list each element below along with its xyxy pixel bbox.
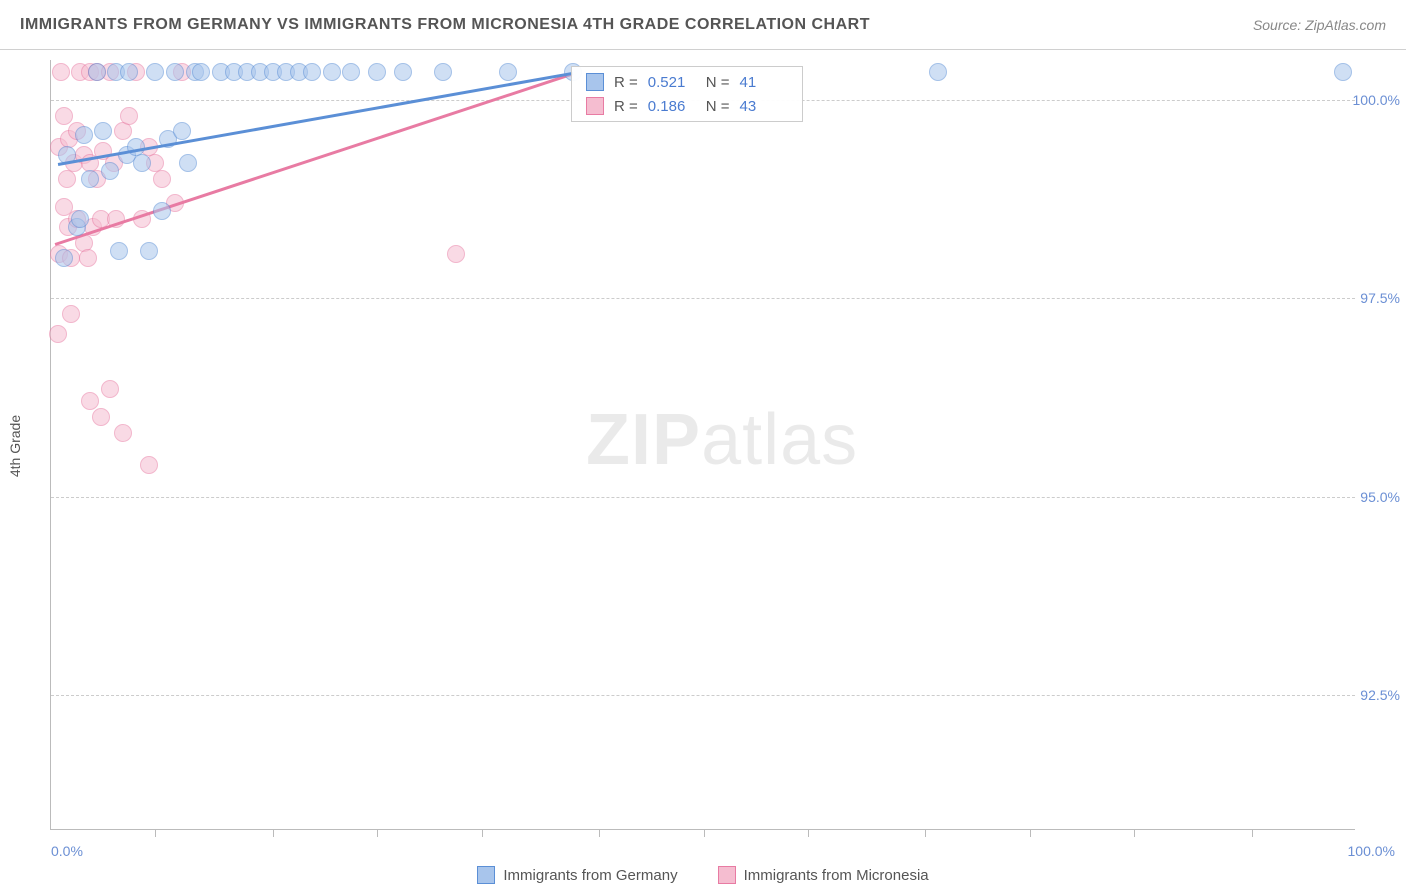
scatter-point-germany bbox=[120, 63, 138, 81]
x-axis-min-label: 0.0% bbox=[51, 843, 83, 859]
stats-row-micronesia: R = 0.186 N = 43 bbox=[586, 97, 788, 115]
scatter-point-micronesia bbox=[114, 424, 132, 442]
x-tick bbox=[808, 829, 809, 837]
swatch-micronesia bbox=[586, 97, 604, 115]
stats-r-label: R = bbox=[614, 98, 638, 115]
watermark-zip: ZIP bbox=[586, 400, 701, 480]
scatter-point-germany bbox=[1334, 63, 1352, 81]
swatch-germany bbox=[477, 866, 495, 884]
scatter-point-micronesia bbox=[120, 107, 138, 125]
scatter-point-micronesia bbox=[49, 325, 67, 343]
scatter-point-germany bbox=[303, 63, 321, 81]
y-tick-label: 95.0% bbox=[1360, 489, 1400, 505]
scatter-point-micronesia bbox=[81, 392, 99, 410]
x-axis-max-label: 100.0% bbox=[1348, 843, 1395, 859]
legend-label-micronesia: Immigrants from Micronesia bbox=[744, 867, 929, 884]
scatter-point-micronesia bbox=[52, 63, 70, 81]
stats-r-value-micronesia: 0.186 bbox=[648, 98, 696, 115]
watermark-atlas: atlas bbox=[701, 400, 858, 480]
legend: Immigrants from Germany Immigrants from … bbox=[0, 866, 1406, 884]
scatter-point-micronesia bbox=[101, 380, 119, 398]
stats-n-value-germany: 41 bbox=[740, 74, 788, 91]
scatter-point-micronesia bbox=[55, 107, 73, 125]
chart-source: Source: ZipAtlas.com bbox=[1253, 17, 1386, 33]
scatter-point-micronesia bbox=[140, 456, 158, 474]
y-tick-label: 100.0% bbox=[1353, 92, 1400, 108]
scatter-point-germany bbox=[110, 242, 128, 260]
x-tick bbox=[599, 829, 600, 837]
swatch-germany bbox=[586, 73, 604, 91]
scatter-point-germany bbox=[394, 63, 412, 81]
scatter-point-germany bbox=[323, 63, 341, 81]
scatter-point-germany bbox=[368, 63, 386, 81]
chart-header: IMMIGRANTS FROM GERMANY VS IMMIGRANTS FR… bbox=[0, 0, 1406, 50]
x-tick bbox=[704, 829, 705, 837]
stats-r-label: R = bbox=[614, 74, 638, 91]
gridline-h bbox=[51, 695, 1355, 696]
scatter-point-germany bbox=[179, 154, 197, 172]
gridline-h bbox=[51, 497, 1355, 498]
scatter-point-germany bbox=[166, 63, 184, 81]
stats-n-label: N = bbox=[706, 98, 730, 115]
swatch-micronesia bbox=[718, 866, 736, 884]
x-tick bbox=[155, 829, 156, 837]
legend-label-germany: Immigrants from Germany bbox=[503, 867, 677, 884]
scatter-point-germany bbox=[499, 63, 517, 81]
x-tick bbox=[482, 829, 483, 837]
x-tick bbox=[377, 829, 378, 837]
scatter-point-germany bbox=[94, 122, 112, 140]
x-tick bbox=[925, 829, 926, 837]
scatter-point-micronesia bbox=[62, 305, 80, 323]
scatter-point-micronesia bbox=[92, 408, 110, 426]
gridline-h bbox=[51, 298, 1355, 299]
y-tick-label: 92.5% bbox=[1360, 687, 1400, 703]
x-tick bbox=[1252, 829, 1253, 837]
legend-item-micronesia: Immigrants from Micronesia bbox=[718, 866, 929, 884]
scatter-point-germany bbox=[71, 210, 89, 228]
y-tick-label: 97.5% bbox=[1360, 290, 1400, 306]
scatter-point-germany bbox=[173, 122, 191, 140]
scatter-point-germany bbox=[133, 154, 151, 172]
y-axis-title: 4th Grade bbox=[7, 415, 23, 477]
x-tick bbox=[273, 829, 274, 837]
scatter-point-germany bbox=[75, 126, 93, 144]
watermark: ZIPatlas bbox=[586, 399, 858, 481]
scatter-point-micronesia bbox=[447, 245, 465, 263]
scatter-point-germany bbox=[88, 63, 106, 81]
stats-r-value-germany: 0.521 bbox=[648, 74, 696, 91]
stats-n-label: N = bbox=[706, 74, 730, 91]
stats-n-value-micronesia: 43 bbox=[740, 98, 788, 115]
scatter-point-germany bbox=[929, 63, 947, 81]
legend-item-germany: Immigrants from Germany bbox=[477, 866, 677, 884]
x-tick bbox=[1030, 829, 1031, 837]
x-tick bbox=[1134, 829, 1135, 837]
plot-area: ZIPatlas 0.0% 100.0% 92.5%95.0%97.5%100.… bbox=[50, 60, 1355, 830]
scatter-point-germany bbox=[55, 249, 73, 267]
scatter-point-germany bbox=[81, 170, 99, 188]
scatter-point-germany bbox=[342, 63, 360, 81]
scatter-point-germany bbox=[434, 63, 452, 81]
scatter-point-germany bbox=[146, 63, 164, 81]
scatter-point-micronesia bbox=[153, 170, 171, 188]
chart-title: IMMIGRANTS FROM GERMANY VS IMMIGRANTS FR… bbox=[20, 16, 870, 34]
stats-box: R = 0.521 N = 41 R = 0.186 N = 43 bbox=[571, 66, 803, 122]
scatter-point-micronesia bbox=[114, 122, 132, 140]
scatter-point-germany bbox=[153, 202, 171, 220]
scatter-point-micronesia bbox=[58, 170, 76, 188]
scatter-point-micronesia bbox=[79, 249, 97, 267]
scatter-point-germany bbox=[101, 162, 119, 180]
scatter-point-germany bbox=[192, 63, 210, 81]
scatter-point-germany bbox=[140, 242, 158, 260]
stats-row-germany: R = 0.521 N = 41 bbox=[586, 73, 788, 91]
